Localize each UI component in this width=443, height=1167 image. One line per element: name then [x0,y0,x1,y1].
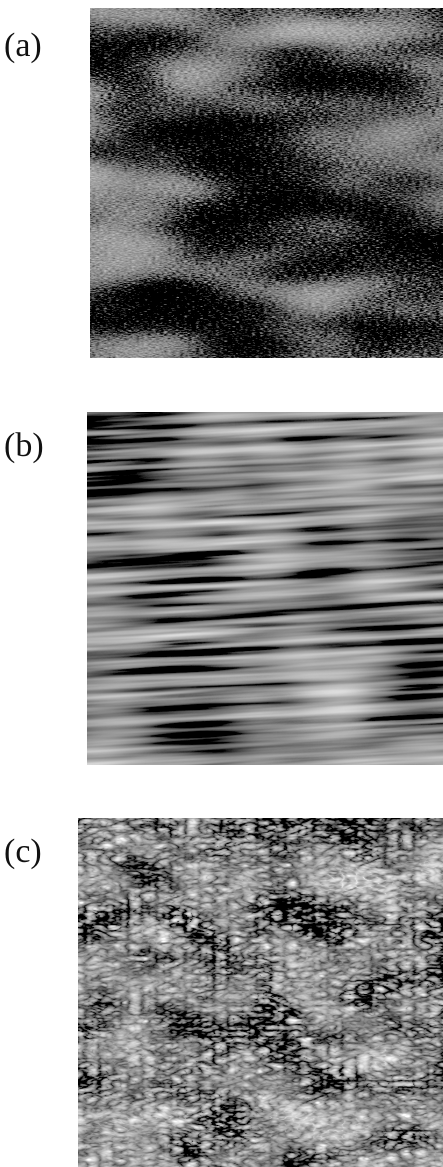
panel-label: (c) [4,833,42,870]
panel-label: (b) [4,427,44,464]
figure: (a) (b) (c) [0,0,443,1167]
page: {"panels": [{"label": "(a)"}, {"label": … [0,0,443,1167]
micrograph [50,379,443,800]
micrograph [90,8,443,358]
micrograph-texture [50,379,443,800]
panel-label: (a) [4,27,42,64]
micrograph [78,818,443,1167]
